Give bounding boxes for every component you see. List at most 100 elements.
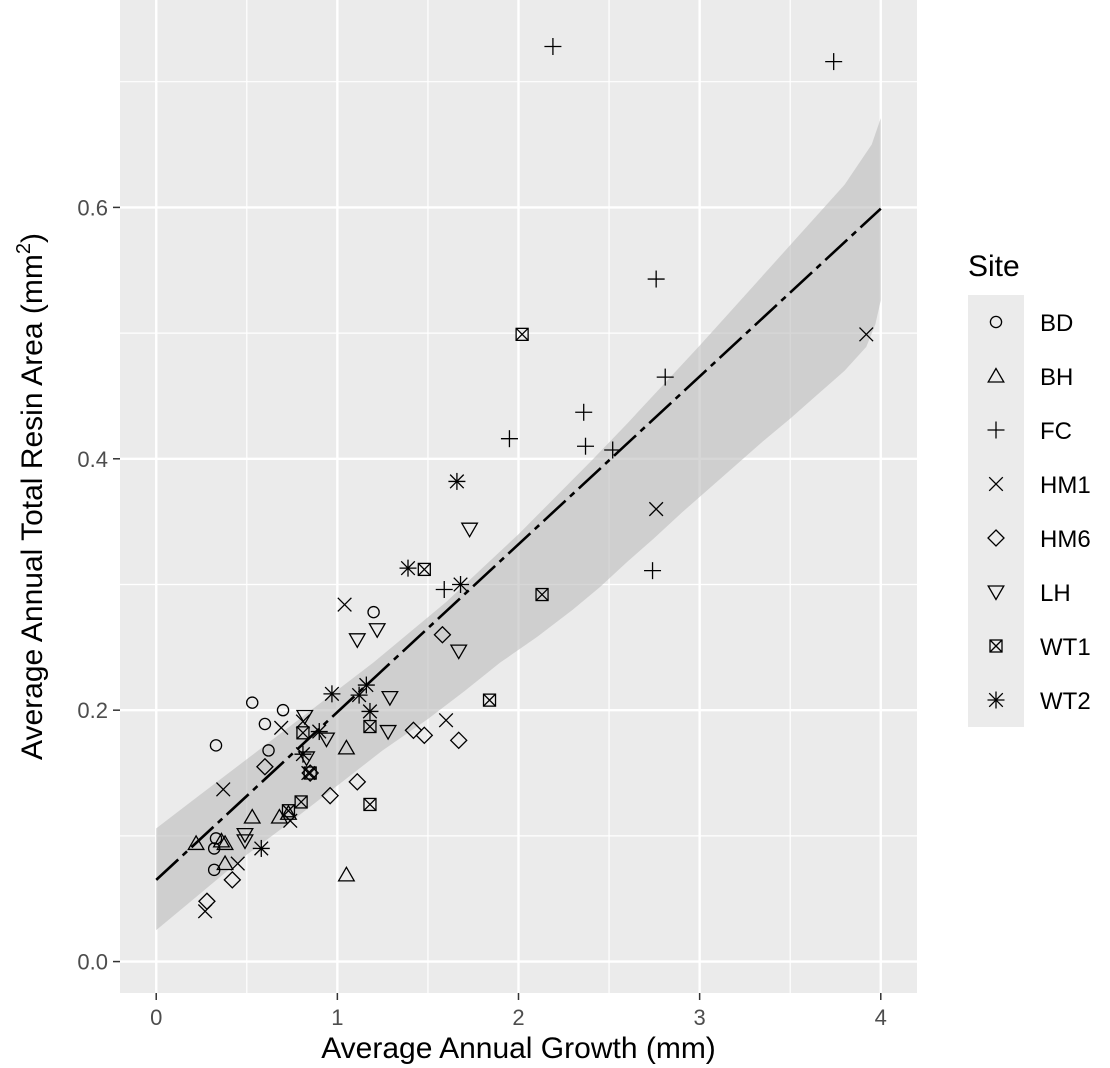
- legend-key-x: [988, 476, 1004, 492]
- y-axis-title-superscript: 2: [13, 243, 35, 254]
- legend-key-square-x: [989, 639, 1003, 653]
- series-fc: [435, 38, 843, 599]
- data-point: [301, 764, 320, 782]
- legend-title: Site: [968, 250, 1020, 283]
- data-point: [415, 726, 434, 745]
- data-point: [417, 562, 431, 577]
- series-lh: [236, 522, 479, 850]
- confidence-band: [156, 118, 881, 931]
- data-point: [252, 839, 270, 857]
- data-point: [357, 676, 375, 694]
- data-point: [317, 732, 336, 748]
- data-point: [245, 696, 259, 709]
- x-tick-label: 0: [150, 1005, 162, 1030]
- series-bd: [207, 605, 380, 877]
- data-point: [216, 854, 234, 871]
- series-wt2: [252, 472, 470, 857]
- legend-entry-lh: LH: [987, 580, 1071, 607]
- legend-key-diamond: [987, 529, 1005, 547]
- data-point: [303, 766, 317, 780]
- legend-label: WT1: [1040, 634, 1091, 661]
- data-point: [433, 625, 452, 644]
- y-axis: 0.0 0.2 0.4 0.6: [77, 195, 120, 975]
- legend-label: HM1: [1040, 472, 1091, 499]
- data-point: [294, 795, 308, 809]
- legend-label: BD: [1040, 310, 1073, 337]
- legend: Site BD BH FC HM1 HM6 LH WT1 WT2: [968, 250, 1091, 727]
- legend-label: WT2: [1040, 688, 1091, 715]
- data-point: [379, 724, 398, 741]
- y-axis-title: Average Annual Total Resin Area (mm2): [13, 233, 49, 760]
- legend-entry-wt2: WT2: [987, 688, 1091, 715]
- legend-key-background: [968, 295, 1024, 727]
- y-tick-label: 0.6: [77, 195, 108, 220]
- x-tick-label: 2: [512, 1005, 524, 1030]
- legend-entry-hm1: HM1: [988, 472, 1091, 499]
- data-point: [577, 437, 595, 455]
- y-tick-label: 0.4: [77, 447, 108, 472]
- legend-entry-wt1: WT1: [989, 634, 1091, 661]
- legend-entries: BD BH FC HM1 HM6 LH WT1 WT2: [987, 310, 1091, 715]
- data-point: [449, 644, 468, 660]
- data-point: [575, 403, 593, 421]
- data-point: [236, 834, 254, 850]
- x-axis: 0 1 2 3 4: [150, 993, 887, 1030]
- data-point: [295, 709, 314, 726]
- x-tick-label: 1: [331, 1005, 343, 1030]
- data-point: [449, 731, 468, 750]
- data-point: [255, 757, 274, 776]
- data-point: [452, 575, 470, 593]
- y-axis-title-main: Average Annual Total Resin Area (mm: [16, 254, 49, 760]
- data-point: [262, 744, 275, 757]
- fit-line: [155, 207, 882, 881]
- legend-label: BH: [1040, 364, 1073, 391]
- data-point: [216, 834, 234, 851]
- data-point: [644, 562, 662, 580]
- legend-label: FC: [1040, 418, 1072, 445]
- legend-entry-fc: FC: [987, 418, 1072, 445]
- data-point: [825, 53, 843, 71]
- data-point: [348, 772, 367, 791]
- x-axis-title: Average Annual Growth (mm): [321, 1032, 716, 1065]
- data-point: [404, 721, 423, 740]
- series-hm6: [198, 625, 468, 911]
- y-tick-label: 0.2: [77, 698, 108, 723]
- data-point: [656, 368, 674, 386]
- data-point: [448, 472, 466, 490]
- data-point: [258, 717, 272, 731]
- legend-key-circle: [989, 315, 1003, 329]
- data-point: [207, 842, 221, 855]
- y-axis-title-close: ): [16, 233, 49, 243]
- data-point: [438, 712, 454, 728]
- data-point: [544, 38, 562, 56]
- regression-line: [155, 207, 882, 881]
- legend-key-asterisk: [987, 691, 1005, 709]
- legend-entry-bd: BD: [989, 310, 1073, 337]
- data-point: [515, 327, 529, 342]
- data-point: [367, 605, 380, 619]
- data-point: [187, 834, 206, 851]
- data-point: [535, 587, 549, 602]
- data-point: [399, 559, 417, 577]
- grid-lines: [120, 0, 917, 993]
- data-point: [859, 327, 874, 342]
- x-tick-label: 4: [875, 1005, 887, 1030]
- data-point: [460, 522, 479, 538]
- series-wt1: [281, 327, 549, 818]
- legend-key-plus: [987, 421, 1005, 439]
- data-point: [350, 686, 368, 704]
- data-point: [363, 719, 377, 734]
- data-point: [198, 892, 216, 911]
- data-point: [500, 430, 518, 448]
- data-point: [223, 870, 242, 889]
- data-points: [187, 38, 874, 919]
- data-point: [273, 720, 289, 736]
- data-point: [368, 623, 387, 639]
- data-point: [276, 703, 290, 717]
- data-point: [337, 866, 356, 882]
- data-point: [310, 723, 328, 741]
- data-point: [296, 726, 310, 740]
- y-tick-label: 0.0: [77, 950, 108, 975]
- data-point: [482, 693, 497, 707]
